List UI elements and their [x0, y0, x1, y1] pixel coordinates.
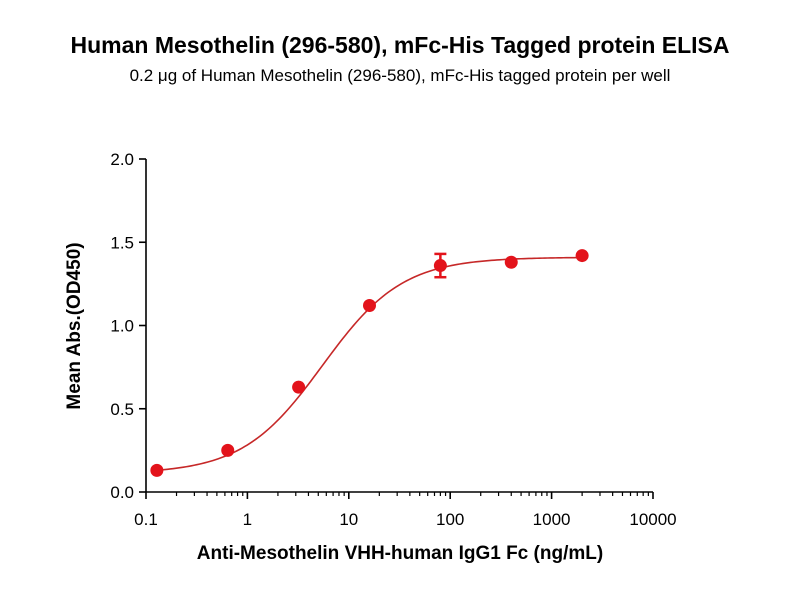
axes: 0.0 0.5 1.0 1.5 2.0 0.1 1 10 100 1000 10000 — [110, 150, 676, 529]
fit-curve — [156, 256, 583, 472]
y-tick-label: 0.5 — [110, 400, 134, 419]
y-tick-label: 2.0 — [110, 150, 134, 169]
chart-title: Human Mesothelin (296-580), mFc-His Tagg… — [70, 32, 730, 58]
y-tick-label: 1.5 — [110, 233, 134, 252]
data-point — [362, 299, 376, 313]
x-tick-label: 10000 — [629, 510, 676, 529]
x-tick-label: 0.1 — [134, 510, 158, 529]
data-point — [433, 259, 447, 273]
y-tick-label: 0.0 — [110, 483, 134, 502]
data-point — [221, 443, 235, 457]
chart-subtitle: 0.2 μg of Human Mesothelin (296-580), mF… — [129, 66, 671, 85]
x-axis-title: Anti-Mesothelin VHH-human IgG1 Fc (ng/mL… — [197, 543, 603, 564]
fit-curve-layer — [156, 256, 583, 472]
y-axis-title: Mean Abs.(OD450) — [64, 242, 85, 409]
x-tick-label: 1 — [243, 510, 252, 529]
data-points-layer — [150, 249, 589, 477]
data-point — [150, 463, 164, 477]
data-point — [292, 380, 306, 394]
x-tick-label: 100 — [436, 510, 464, 529]
x-tick-label: 10 — [339, 510, 358, 529]
y-tick-label: 1.0 — [110, 317, 134, 336]
data-point — [575, 249, 589, 263]
data-point — [504, 255, 518, 269]
x-tick-label: 1000 — [533, 510, 571, 529]
